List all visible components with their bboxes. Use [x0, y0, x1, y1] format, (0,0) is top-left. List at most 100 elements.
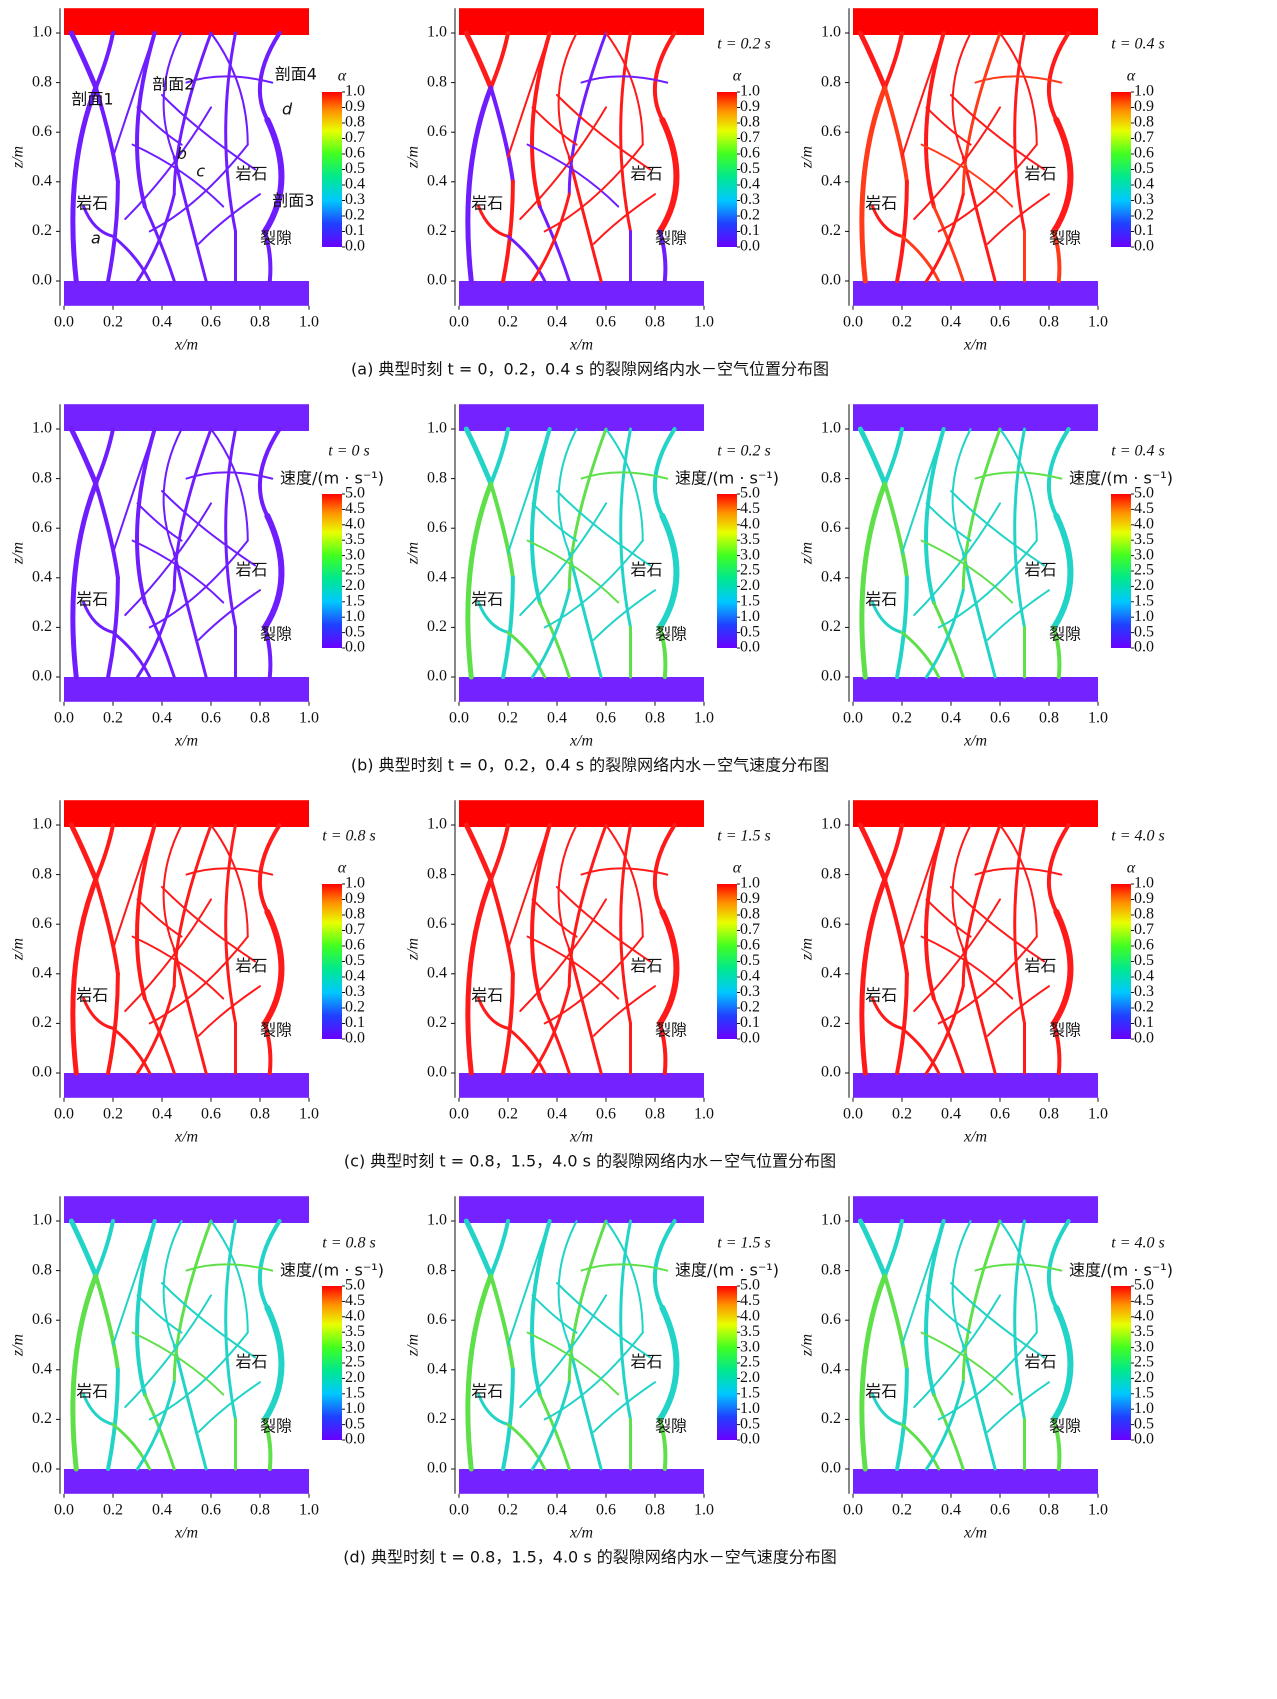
top-reservoir	[853, 404, 1098, 431]
colorbar-label: α	[1127, 68, 1136, 85]
colorbar-tick-label: 2.5	[1134, 562, 1154, 579]
fracture	[951, 32, 972, 158]
x-tick-label: 0.0	[449, 1105, 469, 1122]
fracture	[999, 824, 1038, 938]
colorbar-tick-label: 0.1	[345, 222, 365, 239]
colorbar-tick-label: 2.5	[740, 1354, 760, 1371]
colorbar-tick-label: 1.0	[740, 875, 760, 892]
fracture	[592, 1381, 656, 1433]
y-axis-label: z/m	[405, 938, 422, 961]
x-tick-label: 0.8	[1039, 1501, 1059, 1518]
fracture	[185, 867, 274, 876]
colorbar-tick-label: 4.0	[1134, 1307, 1154, 1324]
fracture	[106, 971, 120, 1075]
x-tick-label: 0.2	[498, 1501, 518, 1518]
fracture	[261, 116, 285, 235]
top-reservoir	[853, 800, 1098, 827]
colorbar-tick-label: 3.0	[740, 546, 760, 563]
fracture	[557, 428, 578, 554]
fracture	[136, 502, 183, 542]
fracture	[261, 1304, 285, 1423]
fracture	[68, 822, 99, 883]
colorbar-tick-label: 0.3	[345, 983, 365, 1000]
x-axis-label: x/m	[569, 732, 593, 749]
colorbar	[1111, 494, 1131, 648]
top-reservoir	[64, 800, 309, 827]
fracture	[556, 1282, 652, 1359]
fracture	[619, 427, 632, 629]
fracture	[143, 1393, 176, 1471]
fracture	[93, 31, 115, 90]
fracture	[135, 427, 157, 605]
colorbar-tick-label: 1.5	[345, 1384, 365, 1401]
fracture	[257, 1219, 282, 1310]
fracture	[197, 589, 261, 641]
fracture	[543, 143, 644, 233]
annotation: 岩石	[631, 164, 663, 183]
x-tick-label: 0.8	[250, 1105, 270, 1122]
colorbar-tick-label: 0.8	[740, 114, 760, 131]
colorbar-tick-label: 0.4	[1134, 176, 1154, 193]
time-label: t = 1.5 s	[717, 828, 770, 845]
time-label: t = 1.5 s	[717, 1235, 770, 1252]
y-tick-label: 0.8	[32, 469, 52, 486]
y-tick-label: 0.8	[821, 1261, 841, 1278]
fracture	[93, 1219, 115, 1278]
colorbar-tick-label: 0.0	[345, 238, 365, 255]
fracture	[1050, 116, 1074, 235]
colorbar-tick-label: 0.6	[740, 937, 760, 954]
annotation: 岩石	[631, 956, 663, 975]
colorbar-tick-label: 0.5	[1134, 623, 1154, 640]
colorbar-label: 速度/(m · s⁻¹)	[675, 1261, 779, 1280]
x-tick-label: 0.2	[103, 1105, 123, 1122]
fracture	[871, 997, 904, 1030]
colorbar-tick-label: 4.0	[1134, 515, 1154, 532]
colorbar-label: 速度/(m · s⁻¹)	[1069, 469, 1173, 488]
fracture	[900, 1422, 941, 1471]
colorbar-tick-label: 3.0	[345, 1338, 365, 1355]
x-tick-label: 1.0	[1088, 1105, 1108, 1122]
fracture	[652, 1219, 677, 1310]
fracture	[161, 490, 257, 567]
fracture	[530, 31, 552, 209]
annotation: 岩石	[865, 986, 897, 1005]
y-tick-label: 0.8	[427, 865, 447, 882]
fracture	[111, 1422, 152, 1471]
panel: 0.0 0.2 0.4 0.6 0.8 1.0 0.0 0.2 0.4 0.6 0.8 1.0 x/m z…	[799, 800, 1165, 1145]
x-axis-label: x/m	[963, 732, 987, 749]
x-tick-label: 0.4	[152, 709, 172, 726]
annotation: 岩石	[1025, 1352, 1057, 1371]
bottom-reservoir	[459, 1469, 704, 1494]
y-tick-label: 1.0	[32, 24, 52, 41]
colorbar	[717, 884, 737, 1039]
y-axis-label: z/m	[799, 146, 816, 169]
fracture	[932, 601, 965, 679]
fracture	[974, 867, 1063, 876]
fracture	[197, 1381, 261, 1433]
colorbar-tick-label: 0.0	[740, 1030, 760, 1047]
colorbar	[717, 494, 737, 648]
colorbar-tick-label: 4.5	[740, 500, 760, 517]
colorbar-tick-label: 2.0	[740, 577, 760, 594]
y-axis-label: z/m	[405, 1334, 422, 1357]
annotation: 岩石	[76, 194, 108, 213]
panel: 0.0 0.2 0.4 0.6 0.8 1.0 0.0 0.2 0.4 0.6 0.8 1.0 x/m z…	[10, 8, 365, 353]
y-tick-label: 0.6	[32, 915, 52, 932]
colorbar-tick-label: 2.5	[345, 562, 365, 579]
annotation: 剖面4	[275, 65, 317, 84]
colorbar-tick-label: 0.8	[345, 906, 365, 923]
colorbar-tick-label: 3.0	[740, 1338, 760, 1355]
x-tick-label: 1.0	[1088, 709, 1108, 726]
fracture	[592, 589, 656, 641]
colorbar-tick-label: 3.5	[1134, 531, 1154, 548]
colorbar-tick-label: 4.5	[1134, 1292, 1154, 1309]
fracture	[900, 234, 941, 283]
fracture	[974, 471, 1063, 480]
y-tick-label: 0.8	[427, 73, 447, 90]
fracture	[501, 1367, 515, 1471]
colorbar-tick-label: 0.2	[345, 207, 365, 224]
time-label: t = 4.0 s	[1111, 1235, 1164, 1252]
y-tick-label: 0.0	[427, 668, 447, 685]
panel: 0.0 0.2 0.4 0.6 0.8 1.0 0.0 0.2 0.4 0.6 0.8 1.0 x/m z…	[405, 404, 779, 749]
fracture	[106, 179, 120, 283]
